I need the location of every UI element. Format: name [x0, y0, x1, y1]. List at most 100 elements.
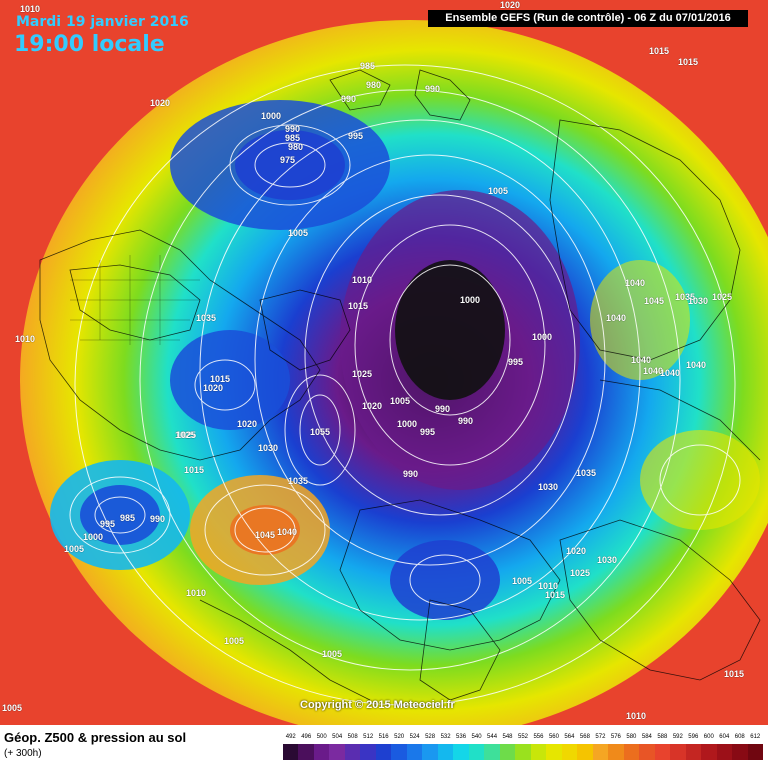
isobar-label: 1035 [576, 468, 597, 478]
isobar-label: 990 [403, 469, 419, 479]
isobar-label: 990 [435, 404, 451, 414]
legend-swatch [701, 744, 717, 760]
parameter-title: Géop. Z500 & pression au sol [4, 730, 187, 745]
corner-isobar-label: 1010 [20, 4, 41, 14]
isobar-label: 1000 [261, 111, 282, 121]
legend-swatch [592, 744, 609, 760]
legend-swatch [623, 744, 640, 760]
isobar-label: 1010 [186, 588, 207, 598]
legend-value: 540 [471, 734, 482, 740]
legend-swatch [468, 744, 485, 760]
legend-swatch [344, 744, 361, 760]
legend-value: 604 [719, 734, 730, 740]
legend-swatch [406, 744, 423, 760]
legend-swatch [732, 744, 748, 760]
isobar-label: 1015 [649, 46, 670, 56]
model-run-label: Ensemble GEFS (Run de contrôle) - 06 Z d… [428, 10, 748, 27]
legend-value: 548 [502, 734, 513, 740]
isobar-label: 1010 [626, 711, 647, 721]
legend-swatch [654, 744, 671, 760]
legend-swatch [747, 744, 764, 760]
isobar-label: 1040 [686, 360, 707, 370]
isobar-label: 1000 [83, 532, 104, 542]
legend-value: 524 [409, 734, 420, 740]
isobar-label: 1030 [597, 555, 618, 565]
legend-value: 496 [301, 734, 312, 740]
legend-value: 500 [316, 734, 327, 740]
isobar-label: 1015 [545, 590, 566, 600]
isobar-label: 1010 [538, 581, 559, 591]
legend-swatch [329, 744, 345, 760]
legend-value: 552 [517, 734, 529, 740]
isobar-label: 1005 [2, 703, 23, 713]
isobar-label: 1025 [175, 430, 196, 440]
legend-value: 512 [363, 734, 374, 740]
isobar-label: 1035 [196, 313, 217, 323]
isobar-label: 1015 [184, 465, 205, 475]
isobar-label: 985 [360, 61, 376, 71]
legend-swatch [375, 744, 392, 760]
legend-swatch [453, 744, 469, 760]
isobar-label: 1015 [678, 57, 699, 67]
isobar-label: 1025 [352, 369, 373, 379]
isobar-label: 990 [425, 84, 441, 94]
legend-value: 556 [533, 734, 544, 740]
legend-swatch [298, 744, 314, 760]
legend-swatch [670, 744, 686, 760]
isobar-label: 995 [420, 427, 436, 437]
legend-value-labels: 492 496 500 504 508 512 516 520 524 528 532 536 540 5… [283, 734, 763, 744]
color-scale-bar [283, 744, 764, 760]
legend-value: 516 [378, 734, 389, 740]
isobar-label: 995 [348, 131, 364, 141]
isobar-label: 1005 [390, 396, 411, 406]
legend-value: 608 [734, 734, 745, 740]
legend-swatch [422, 744, 438, 760]
isobar-label: 1020 [362, 401, 383, 411]
legend-swatch [577, 744, 593, 760]
isobar-label: 1005 [488, 186, 509, 196]
legend-value: 564 [564, 734, 575, 740]
isobar-label: 980 [366, 80, 382, 90]
isobar-label: 1010 [15, 334, 36, 344]
isobar-label: 1025 [176, 430, 197, 440]
isobar-label: 990 [458, 416, 474, 426]
forecast-date: Mardi 19 janvier 2016 [16, 14, 189, 30]
isobar-label: 1040 [631, 355, 652, 365]
legend-swatch [530, 744, 547, 760]
isobar-label: 1005 [322, 649, 343, 659]
isobar-label: 1035 [288, 476, 309, 486]
isobar-label: 1005 [224, 636, 245, 646]
isobar-label: 1020 [237, 419, 258, 429]
legend-value: 544 [487, 734, 498, 740]
isobar-label: 1040 [277, 527, 298, 537]
legend-value: 572 [595, 734, 606, 740]
isobar-label: 1020 [566, 546, 587, 556]
isobar-label: 995 [100, 519, 116, 529]
isobar-label: 1015 [210, 374, 231, 384]
isobar-label: 1030 [258, 443, 279, 453]
isobar-label: 1020 [500, 0, 521, 10]
isobar-label: 1055 [310, 427, 331, 437]
legend-value: 596 [688, 734, 699, 740]
legend-value: 568 [579, 734, 590, 740]
isobar-label: 1025 [570, 568, 591, 578]
legend-swatch [639, 744, 655, 760]
legend-swatch [546, 744, 562, 760]
legend-value: 576 [610, 734, 621, 740]
legend-swatch [313, 744, 330, 760]
isobar-label: 990 [341, 94, 357, 104]
legend-value: 588 [657, 734, 668, 740]
legend-footer: Géop. Z500 & pression au sol (+ 300h) 49… [0, 725, 768, 768]
isobar-label: 1030 [538, 482, 559, 492]
legend-swatch [499, 744, 516, 760]
legend-swatch [561, 744, 578, 760]
isobar-label: 1020 [150, 98, 171, 108]
isobar-label: 1005 [288, 228, 309, 238]
weather-map: 1020 1015 1015 1020 985 980 990 990 1000… [0, 0, 768, 725]
legend-value: 584 [641, 734, 652, 740]
legend-swatch [515, 744, 531, 760]
legend-swatch [608, 744, 624, 760]
legend-value: 560 [548, 734, 559, 740]
isobar-label: 1040 [606, 313, 627, 323]
legend-value: 508 [347, 734, 358, 740]
